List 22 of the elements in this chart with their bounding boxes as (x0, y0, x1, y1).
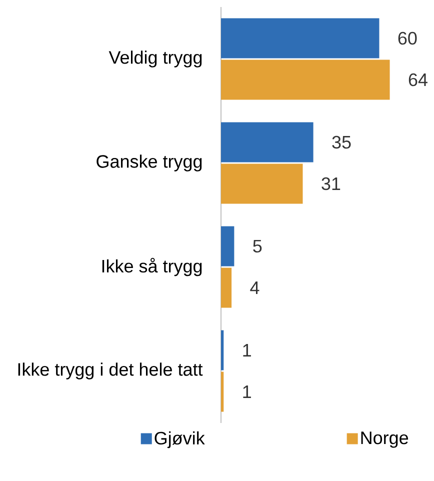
y-tick-label: Veldig trygg (108, 50, 202, 68)
data-label: 60 (398, 32, 417, 45)
legend-label: Gjøvik (154, 431, 205, 448)
data-label: 64 (408, 73, 428, 86)
data-label: 5 (253, 240, 262, 253)
bar (220, 122, 314, 162)
bar (220, 60, 390, 100)
data-label: 4 (250, 282, 260, 294)
data-label: 35 (332, 136, 351, 149)
y-tick-label: Ikke så trygg (102, 258, 202, 276)
bar (220, 372, 224, 412)
bar (220, 330, 224, 370)
bar (220, 226, 234, 266)
bar (220, 18, 380, 58)
data-label: 1 (243, 386, 251, 398)
data-label: 31 (322, 177, 340, 190)
data-label: 1 (243, 344, 251, 356)
bar (220, 164, 303, 204)
bar (220, 268, 232, 308)
y-tick-label: Ganske trygg (96, 154, 202, 172)
y-tick-label: Ikke trygg i det hele tatt (18, 362, 203, 380)
legend-label: Norge (361, 432, 408, 448)
